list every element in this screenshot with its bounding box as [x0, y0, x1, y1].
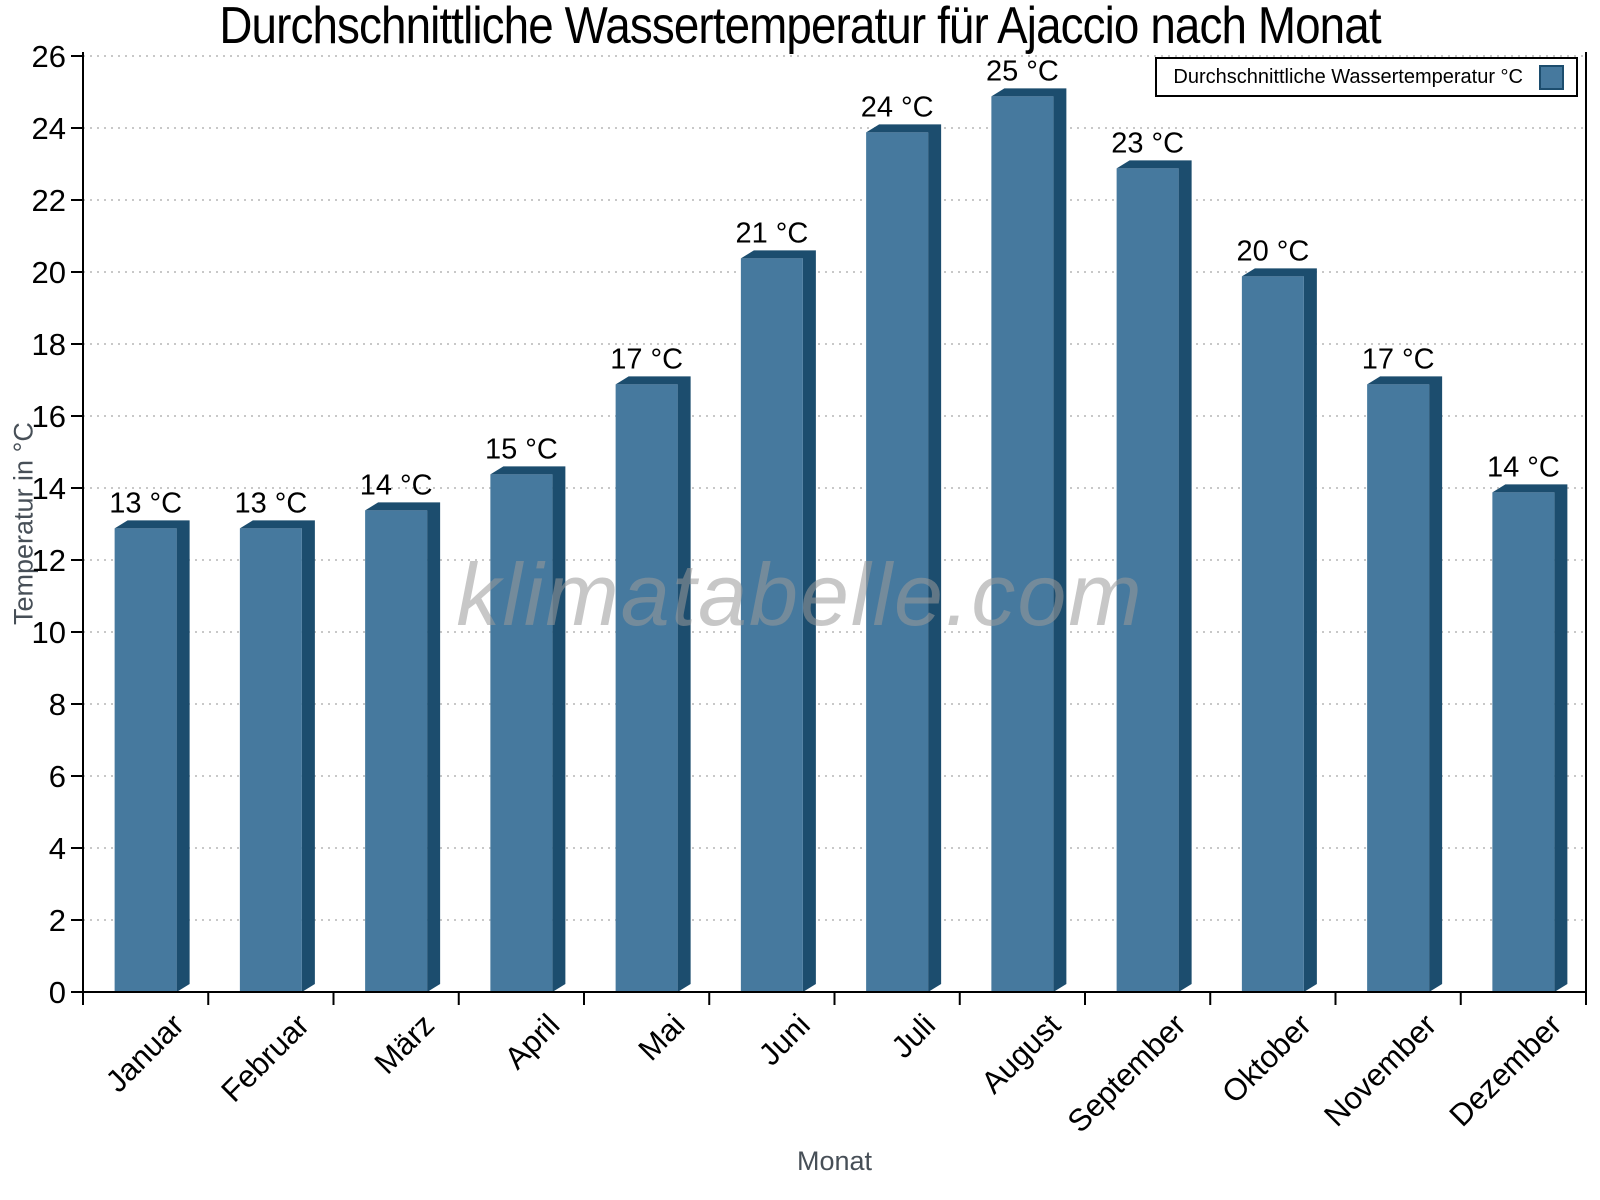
x-category-label: April [498, 1007, 567, 1076]
bar-value-label: 23 °C [1111, 127, 1184, 159]
bar-3d-edge [740, 250, 816, 992]
bar [615, 384, 678, 992]
x-category-label: Februar [214, 1007, 316, 1109]
y-tick-label: 2 [49, 903, 66, 938]
bar [740, 258, 803, 992]
bar-value-label: 21 °C [735, 217, 808, 249]
bar-3d-edge [1367, 376, 1443, 992]
bar [1492, 492, 1555, 992]
x-category-label: August [974, 1007, 1067, 1100]
x-category-label: Juli [884, 1007, 942, 1065]
y-tick-label: 0 [49, 975, 66, 1010]
y-tick-label: 22 [32, 183, 66, 218]
legend-swatch-icon [1539, 64, 1564, 90]
bar-value-label: 13 °C [109, 487, 182, 519]
bar-3d-edge [1116, 160, 1192, 992]
bar-3d-edge [239, 520, 315, 992]
bar-value-label: 14 °C [360, 469, 433, 501]
bar-value-label: 25 °C [986, 55, 1059, 87]
bar-3d-edge [1241, 268, 1317, 992]
bar [866, 132, 929, 992]
y-tick-label: 16 [32, 399, 66, 434]
bar-value-label: 24 °C [861, 91, 934, 123]
bar-3d-edge [1492, 484, 1568, 992]
bar-value-label: 17 °C [1362, 343, 1435, 375]
x-category-label: November [1317, 1007, 1443, 1133]
bar-3d-edge [365, 502, 441, 992]
x-category-label: Juni [752, 1007, 817, 1072]
bar [1116, 168, 1179, 992]
bar [1241, 276, 1304, 992]
x-category-label: Oktober [1215, 1007, 1318, 1110]
y-tick-label: 4 [49, 831, 66, 866]
bar-value-label: 17 °C [610, 343, 683, 375]
y-tick-label: 10 [32, 615, 66, 650]
y-tick-label: 8 [49, 687, 66, 722]
y-tick-label: 20 [32, 255, 66, 290]
y-tick-label: 6 [49, 759, 66, 794]
x-category-label: Dezember [1442, 1007, 1568, 1133]
bar [365, 510, 428, 992]
bar-value-label: 14 °C [1487, 451, 1560, 483]
x-category-label: März [368, 1007, 441, 1080]
y-tick-label: 26 [32, 39, 66, 74]
y-tick-label: 24 [32, 111, 66, 146]
bar [490, 474, 553, 992]
bar [991, 96, 1054, 992]
bar-3d-edge [866, 124, 942, 992]
bar-3d-edge [615, 376, 691, 992]
bar [239, 528, 302, 992]
bar [114, 528, 177, 992]
y-tick-label: 18 [32, 327, 66, 362]
y-tick-label: 12 [32, 543, 66, 578]
legend-label: Durchschnittliche Wassertemperatur °C [1173, 65, 1523, 88]
x-category-label: September [1061, 1007, 1193, 1139]
x-category-label: Januar [99, 1007, 191, 1099]
legend: Durchschnittliche Wassertemperatur °C [1155, 57, 1578, 97]
bar-value-label: 13 °C [234, 487, 307, 519]
bar [1367, 384, 1430, 992]
x-axis-title: Monat [796, 1146, 873, 1176]
y-tick-label: 14 [32, 471, 66, 506]
bar-3d-edge [991, 88, 1067, 992]
bar-value-label: 20 °C [1236, 235, 1309, 267]
x-category-label: Mai [632, 1007, 692, 1067]
chart-title: Durchschnittliche Wassertemperatur für A… [219, 0, 1381, 55]
bar-3d-edge [114, 520, 190, 992]
bar-3d-edge [490, 466, 566, 992]
bar-value-label: 15 °C [485, 433, 558, 465]
